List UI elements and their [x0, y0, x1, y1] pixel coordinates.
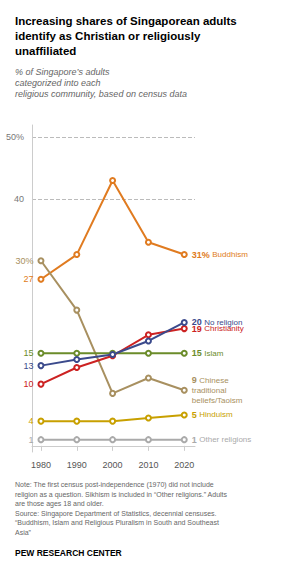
svg-text:31%: 31% — [192, 250, 210, 260]
svg-text:religion as a question. Sikhis: religion as a question. Sikhism is inclu… — [15, 491, 228, 499]
svg-text:Source: Singapore Department o: Source: Singapore Department of Statisti… — [15, 510, 217, 518]
svg-text:40: 40 — [14, 194, 24, 204]
svg-text:13: 13 — [23, 361, 33, 371]
svg-text:2000: 2000 — [103, 460, 123, 470]
svg-text:Note: The first census post-in: Note: The first census post-independence… — [15, 481, 214, 489]
svg-text:Asia”: Asia” — [15, 529, 32, 536]
svg-text:categorized into each: categorized into each — [15, 78, 101, 88]
svg-text:% of Singapore’s adults: % of Singapore’s adults — [15, 67, 110, 77]
svg-text:Chinese: Chinese — [199, 376, 229, 385]
svg-text:Buddhism: Buddhism — [212, 250, 248, 259]
svg-text:1: 1 — [28, 435, 33, 445]
svg-text:10: 10 — [23, 379, 33, 389]
svg-text:PEW RESEARCH CENTER: PEW RESEARCH CENTER — [15, 548, 122, 558]
svg-text:15: 15 — [23, 348, 33, 358]
svg-text:20: 20 — [192, 317, 202, 327]
svg-text:are those ages 18 and older.: are those ages 18 and older. — [15, 500, 104, 508]
svg-text:unaffiliated: unaffiliated — [15, 45, 76, 57]
svg-text:traditional: traditional — [192, 386, 227, 395]
svg-text:Hinduism: Hinduism — [199, 410, 233, 419]
svg-text:religious community, based on: religious community, based on census dat… — [15, 89, 187, 99]
svg-text:27: 27 — [23, 274, 33, 284]
svg-text:30%: 30% — [15, 256, 33, 266]
svg-text:50%: 50% — [6, 132, 24, 142]
svg-text:1990: 1990 — [67, 460, 87, 470]
svg-text:15: 15 — [192, 348, 202, 358]
svg-text:1980: 1980 — [31, 460, 51, 470]
svg-text:identify as Christian or relig: identify as Christian or religiously — [15, 30, 201, 42]
svg-text:4: 4 — [28, 416, 33, 426]
svg-text:Islam: Islam — [204, 349, 223, 358]
svg-text:“Buddhism, Islam and Religious: “Buddhism, Islam and Religious Pluralism… — [15, 519, 219, 527]
svg-text:2020: 2020 — [174, 460, 194, 470]
svg-text:Increasing shares of Singapore: Increasing shares of Singaporean adults — [15, 15, 237, 27]
svg-text:No religion: No religion — [204, 318, 242, 327]
svg-text:2010: 2010 — [138, 460, 158, 470]
svg-text:Other religions: Other religions — [199, 435, 251, 444]
svg-text:beliefs/Taoism: beliefs/Taoism — [192, 396, 243, 405]
